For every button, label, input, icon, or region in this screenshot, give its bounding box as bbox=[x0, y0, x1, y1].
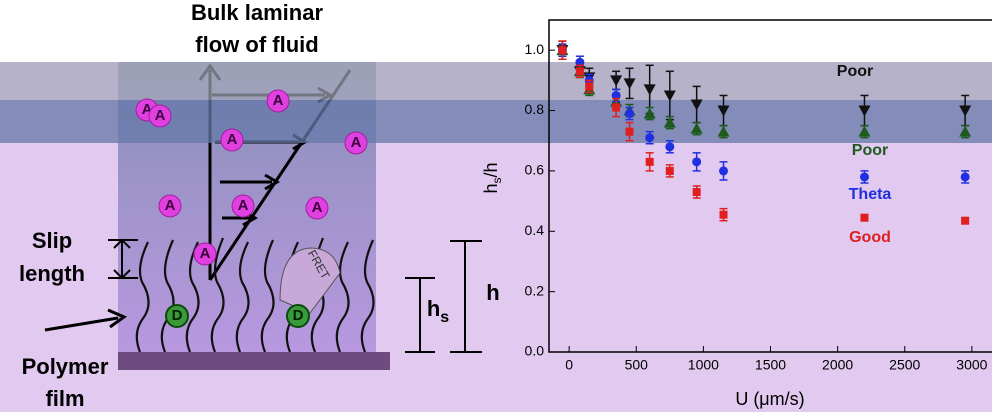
y-tick-label: 0.0 bbox=[525, 343, 545, 359]
x-tick-label: 3000 bbox=[956, 357, 987, 373]
x-tick-label: 1500 bbox=[755, 357, 786, 373]
gray-band bbox=[0, 62, 992, 100]
acceptor bbox=[193, 242, 217, 266]
x-axis-label: U (μm/s) bbox=[735, 389, 804, 409]
y-label-tail: /h bbox=[481, 162, 501, 177]
marker bbox=[719, 210, 728, 219]
marker bbox=[643, 107, 656, 119]
donor bbox=[286, 304, 310, 328]
marker bbox=[645, 157, 654, 166]
acceptor bbox=[344, 131, 368, 155]
fret-arrow bbox=[279, 247, 341, 314]
marker bbox=[623, 78, 636, 90]
marker bbox=[665, 166, 674, 175]
marker bbox=[860, 213, 869, 222]
x-tick-label: 500 bbox=[625, 357, 649, 373]
film-label: Polymer bbox=[22, 354, 109, 379]
marker bbox=[575, 67, 584, 76]
diagram-title: Bulk laminar bbox=[191, 0, 323, 25]
marker bbox=[960, 172, 970, 182]
marker bbox=[610, 75, 623, 87]
marker bbox=[643, 84, 656, 96]
series-label: Poor bbox=[852, 142, 888, 159]
acceptor-label: A bbox=[238, 197, 249, 214]
marker bbox=[663, 90, 676, 102]
y-tick-label: 0.4 bbox=[525, 222, 545, 238]
acceptor-label: A bbox=[200, 245, 211, 262]
acceptor-label: A bbox=[227, 131, 238, 148]
acceptor-label: A bbox=[312, 199, 323, 216]
donor-label: D bbox=[293, 307, 304, 324]
marker bbox=[961, 216, 970, 225]
marker bbox=[690, 99, 703, 111]
plot-frame bbox=[548, 19, 992, 353]
donor-label: D bbox=[172, 307, 183, 324]
marker bbox=[959, 105, 972, 117]
acceptor-label: A bbox=[351, 134, 362, 151]
marker bbox=[611, 90, 621, 100]
acceptor-label: A bbox=[142, 101, 153, 118]
acceptor bbox=[266, 89, 290, 113]
diagram-title: flow of fluid bbox=[195, 32, 318, 57]
marker bbox=[858, 105, 871, 117]
donor bbox=[165, 304, 189, 328]
marker bbox=[959, 125, 972, 137]
y-axis-label: hs/h bbox=[481, 162, 504, 193]
series-label: Poor bbox=[837, 63, 873, 80]
hs-main: h bbox=[427, 296, 440, 321]
film-label: film bbox=[45, 386, 84, 411]
marker bbox=[858, 125, 871, 137]
plot: 0.0 0.2 0.4 0.6 0.8 1.0 0 500 1000 1500 2000 2500 30… bbox=[481, 19, 992, 409]
slip-label: length bbox=[19, 261, 85, 286]
acceptor-label: A bbox=[165, 197, 176, 214]
x-tick-label: 1000 bbox=[688, 357, 719, 373]
marker bbox=[663, 116, 676, 128]
x-tick-label: 2500 bbox=[889, 357, 920, 373]
marker bbox=[692, 157, 702, 167]
y-label-main: h bbox=[481, 184, 501, 194]
x-tick-label: 2000 bbox=[822, 357, 853, 373]
marker bbox=[717, 105, 730, 117]
y-label-sub: s bbox=[490, 178, 504, 184]
marker bbox=[585, 82, 594, 91]
y-tick-label: 0.8 bbox=[525, 101, 545, 117]
y-tick-label: 1.0 bbox=[525, 41, 545, 57]
marker bbox=[645, 133, 655, 143]
hs-sub: s bbox=[440, 309, 449, 326]
x-tick-label: 0 bbox=[565, 357, 573, 373]
marker bbox=[558, 46, 567, 55]
h-label: h bbox=[486, 280, 499, 305]
y-tick-label: 0.2 bbox=[525, 282, 545, 298]
acceptor bbox=[148, 104, 172, 128]
series-label: Good bbox=[849, 229, 891, 246]
marker bbox=[690, 122, 703, 134]
marker bbox=[665, 142, 675, 152]
hs-label: hs bbox=[427, 296, 449, 326]
acceptor-label: A bbox=[273, 92, 284, 109]
marker bbox=[625, 109, 635, 119]
slip-label: Slip bbox=[32, 228, 72, 253]
acceptor bbox=[305, 196, 329, 220]
acceptor bbox=[231, 194, 255, 218]
marker bbox=[575, 57, 585, 67]
acceptor bbox=[158, 194, 182, 218]
substrate bbox=[118, 352, 390, 370]
y-tick-label: 0.6 bbox=[525, 162, 545, 178]
marker bbox=[859, 172, 869, 182]
acceptor bbox=[220, 128, 244, 152]
marker bbox=[625, 127, 634, 136]
marker bbox=[717, 125, 730, 137]
acceptor-label: A bbox=[155, 107, 166, 124]
marker bbox=[692, 188, 701, 197]
marker bbox=[719, 166, 729, 176]
series-label: Theta bbox=[849, 186, 892, 203]
marker bbox=[612, 103, 621, 112]
